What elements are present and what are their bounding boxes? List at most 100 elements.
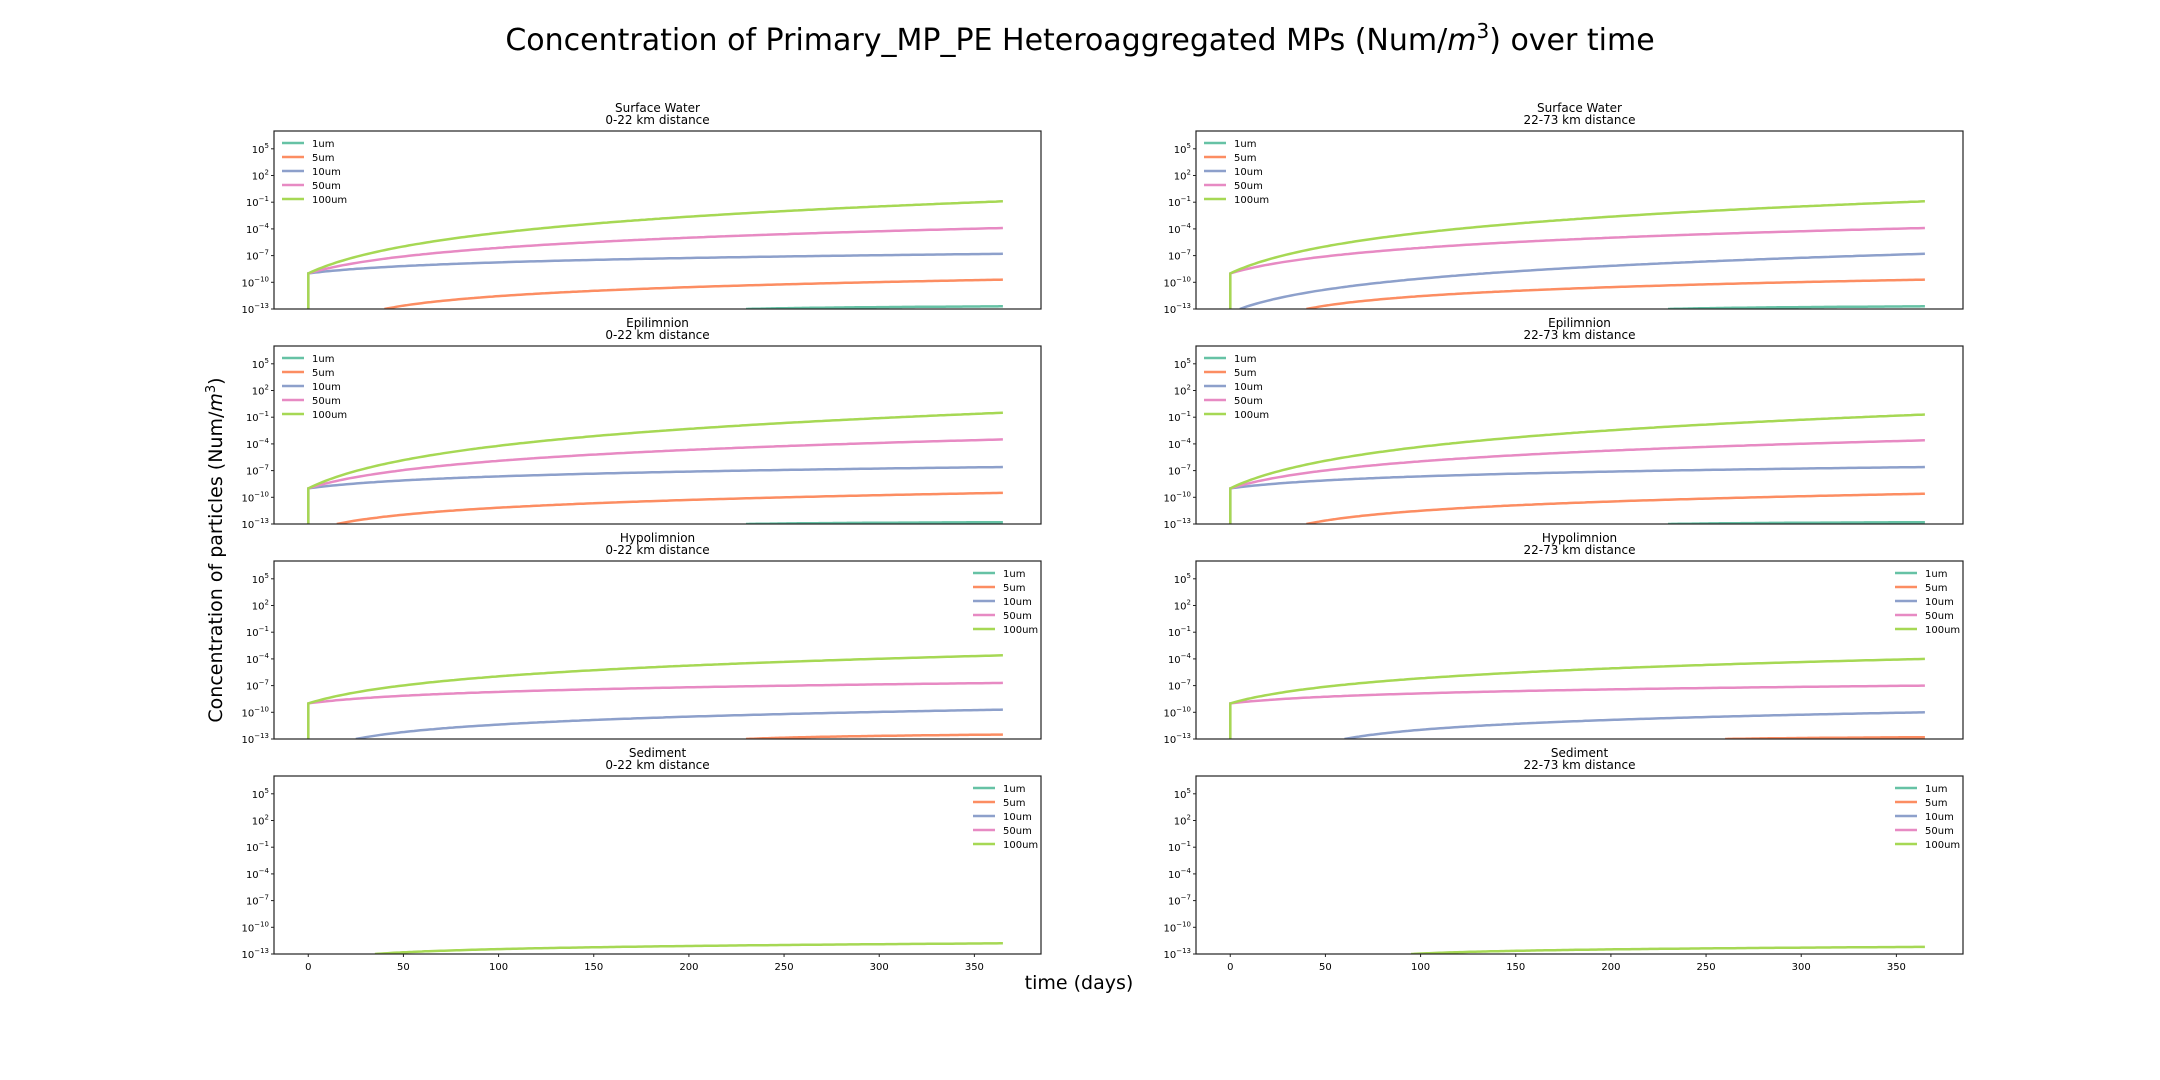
- legend-label-10um: 10um: [1234, 382, 1263, 393]
- legend-label-50um: 50um: [312, 396, 341, 407]
- series-line-5um: [1306, 492, 1925, 524]
- x-tick-label: 150: [1506, 962, 1525, 973]
- legend-label-10um: 10um: [1925, 812, 1954, 823]
- subplot-title-distance: 22-73 km distance: [1524, 543, 1636, 557]
- legend-label-5um: 5um: [1925, 583, 1947, 594]
- legend: 1um 5um 10um 50um 100um: [1204, 354, 1269, 421]
- series-line-50um: [307, 438, 1003, 524]
- x-tick-label: 250: [775, 962, 794, 973]
- legend-label-10um: 10um: [1234, 167, 1263, 178]
- x-tick-label: 350: [1887, 962, 1906, 973]
- y-tick-label: 10−10: [241, 275, 269, 289]
- legend-label-100um: 100um: [1003, 625, 1038, 636]
- legend-label-10um: 10um: [312, 167, 341, 178]
- axes-frame: [273, 560, 1042, 740]
- y-axis-label: Concentration of particles (Num/m3): [204, 377, 228, 722]
- y-tick-label: 10−7: [246, 679, 269, 693]
- x-tick-label: 50: [1319, 962, 1332, 973]
- y-tick-label: 10−4: [246, 867, 270, 881]
- x-tick-label: 200: [1601, 962, 1620, 973]
- series-line-100um: [307, 411, 1003, 524]
- series-line-100um: [1411, 945, 1925, 954]
- y-tick-label: 10−1: [1168, 625, 1191, 639]
- x-tick-label: 300: [870, 962, 889, 973]
- y-tick-label: 10−13: [1163, 302, 1191, 316]
- x-tick-label: 0: [1227, 962, 1233, 973]
- y-tick-label: 10−7: [1168, 894, 1191, 908]
- legend: 1um 5um 10um 50um 100um: [1895, 569, 1960, 636]
- y-tick-label: 10−1: [246, 625, 269, 639]
- x-tick-label: 150: [584, 962, 603, 973]
- series-line-50um: [1229, 684, 1925, 739]
- y-tick-label: 102: [1174, 384, 1191, 398]
- axes-frame: [273, 345, 1042, 525]
- y-tick-label: 10−7: [246, 249, 269, 263]
- x-tick-label: 350: [965, 962, 984, 973]
- legend-label-5um: 5um: [312, 368, 334, 379]
- series-group: [307, 654, 1004, 739]
- legend: 1um 5um 10um 50um 100um: [973, 569, 1038, 636]
- legend-label-1um: 1um: [312, 354, 334, 365]
- legend-label-1um: 1um: [1003, 784, 1025, 795]
- y-tick-label: 105: [252, 142, 269, 156]
- legend-label-50um: 50um: [1234, 181, 1263, 192]
- legend-label-5um: 5um: [1234, 368, 1256, 379]
- series-line-10um: [1229, 465, 1925, 524]
- legend-label-50um: 50um: [1234, 396, 1263, 407]
- series-line-100um: [1229, 413, 1925, 524]
- legend-label-1um: 1um: [1003, 569, 1025, 580]
- series-line-100um: [307, 654, 1003, 739]
- y-tick-label: 102: [1174, 169, 1191, 183]
- y-tick-label: 102: [252, 169, 269, 183]
- y-tick-label: 105: [252, 357, 269, 371]
- y-tick-label: 10−1: [1168, 840, 1191, 854]
- y-tick-label: 10−10: [241, 490, 269, 504]
- subplot-title-compartment: Epilimnion: [626, 316, 689, 330]
- axes-frame: [1195, 560, 1964, 740]
- y-tick-label: 10−1: [246, 410, 269, 424]
- y-tick-label: 10−4: [1168, 437, 1192, 451]
- series-line-10um: [307, 465, 1003, 524]
- y-tick-label: 105: [1174, 787, 1191, 801]
- series-line-100um: [374, 942, 1003, 954]
- y-tick-label: 10−13: [1163, 732, 1191, 746]
- legend-label-100um: 100um: [1925, 625, 1960, 636]
- series-line-5um: [745, 733, 1004, 739]
- legend-label-5um: 5um: [1234, 153, 1256, 164]
- y-tick-label: 102: [1174, 599, 1191, 613]
- legend-label-1um: 1um: [1234, 139, 1256, 150]
- legend-label-100um: 100um: [1003, 840, 1038, 851]
- subplot-title-compartment: Surface Water: [1537, 101, 1622, 115]
- legend-label-100um: 100um: [312, 410, 347, 421]
- series-line-50um: [307, 681, 1003, 739]
- y-tick-label: 10−13: [241, 517, 269, 531]
- subplot-title-compartment: Sediment: [1551, 746, 1609, 760]
- series-line-100um: [1229, 200, 1925, 309]
- y-tick-label: 10−1: [1168, 195, 1191, 209]
- y-tick-label: 102: [252, 814, 269, 828]
- x-axis-label: time (days): [1025, 972, 1134, 994]
- y-tick-label: 10−10: [1163, 705, 1191, 719]
- legend-label-10um: 10um: [1925, 597, 1954, 608]
- series-line-10um: [1239, 252, 1925, 309]
- subplot-title-distance: 22-73 km distance: [1524, 758, 1636, 772]
- y-tick-label: 10−13: [241, 947, 269, 961]
- axes-frame: [273, 775, 1042, 955]
- y-tick-label: 10−13: [241, 302, 269, 316]
- y-tick-label: 102: [252, 599, 269, 613]
- x-tick-label: 100: [1411, 962, 1430, 973]
- axes-frame: [1195, 775, 1964, 955]
- y-tick-label: 105: [252, 572, 269, 586]
- y-tick-label: 10−4: [246, 437, 270, 451]
- series-line-5um: [336, 491, 1003, 524]
- legend: 1um 5um 10um 50um 100um: [973, 784, 1038, 851]
- y-tick-label: 10−1: [246, 195, 269, 209]
- y-tick-label: 10−1: [1168, 410, 1191, 424]
